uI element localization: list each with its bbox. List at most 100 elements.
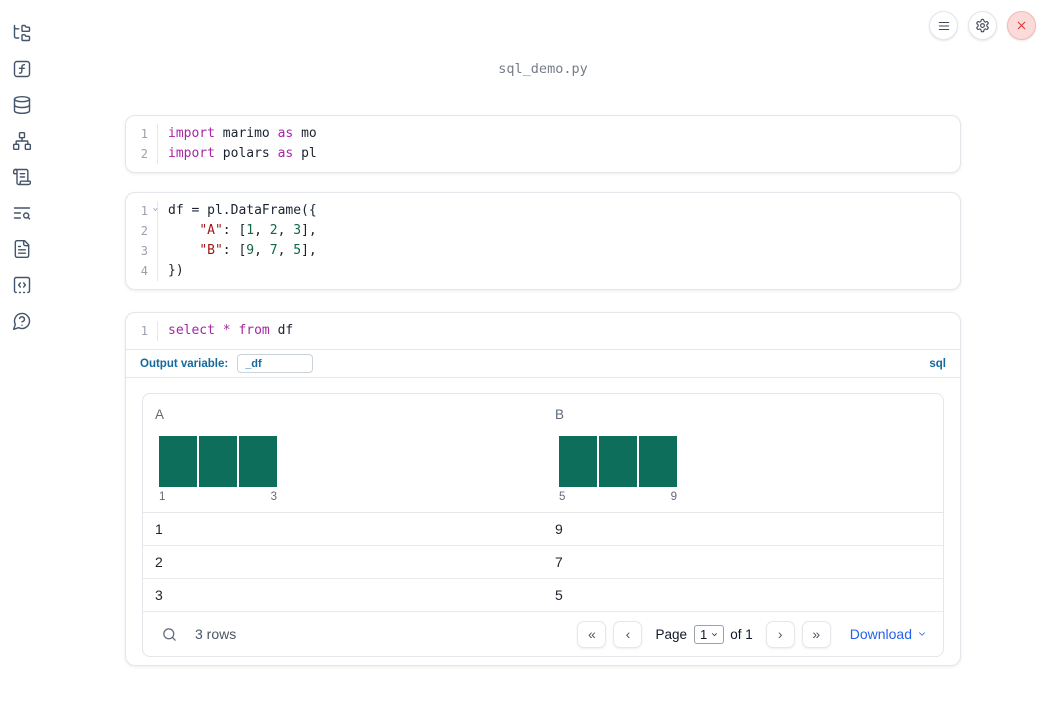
histogram-bar[interactable] (159, 436, 197, 487)
previous-page-button[interactable]: ‹ (613, 620, 643, 648)
histogram-bar[interactable] (239, 436, 277, 487)
table-row[interactable]: 2 7 (143, 546, 943, 579)
dataframe-table: A 1 3 B 5 9 (142, 393, 944, 657)
search-button[interactable] (159, 624, 179, 644)
line-number: 1 (126, 124, 158, 144)
page-select-value: 1 (699, 626, 708, 642)
table-cell: 7 (555, 554, 563, 570)
table-cell: 5 (555, 587, 563, 603)
code-cell-imports: 1 import marimo as mo 2 import polars as pl (125, 115, 961, 173)
table-row[interactable]: 1 9 (143, 513, 943, 546)
row-count: 3 rows (195, 626, 237, 642)
histogram-bar[interactable] (559, 436, 597, 487)
settings-button[interactable] (968, 11, 997, 40)
line-number: 4 (126, 261, 158, 281)
search-icon (162, 627, 176, 641)
output-variable-label: Output variable: (140, 357, 229, 370)
download-button[interactable]: Download (850, 626, 927, 642)
line-number: 2 (126, 144, 158, 164)
table-cell: 9 (555, 521, 563, 537)
code-text: import polars as pl (168, 146, 317, 161)
code-text: df = pl.DataFrame({ (168, 203, 317, 218)
language-badge: sql (929, 357, 946, 370)
table-cell: 3 (155, 587, 163, 603)
close-button[interactable] (1007, 11, 1036, 40)
histogram-bar[interactable] (199, 436, 237, 487)
help-question-icon[interactable] (12, 311, 32, 331)
gear-icon (976, 18, 989, 33)
code-text: select * from df (168, 323, 294, 338)
function-square-icon[interactable] (12, 59, 32, 79)
histogram-bar[interactable] (639, 436, 677, 487)
column-header[interactable]: B (555, 407, 565, 422)
table-cell: 2 (155, 554, 163, 570)
code-editor[interactable]: 1 import marimo as mo 2 import polars as pl (126, 116, 960, 172)
histogram-min-label: 1 (159, 491, 166, 503)
sidebar (0, 0, 44, 331)
histogram-max-label: 9 (670, 491, 677, 503)
histogram-axis-labels: 5 9 (559, 491, 677, 503)
chevrons-right-icon: » (812, 626, 821, 642)
dependency-graph-icon[interactable] (12, 131, 32, 151)
code-line[interactable]: 1 ⌄ df = pl.DataFrame({ (126, 201, 960, 221)
page-of-label: of 1 (730, 626, 753, 642)
histogram-axis-labels: 1 3 (159, 491, 277, 503)
scroll-logs-icon[interactable] (12, 167, 32, 187)
line-number: 2 (126, 221, 158, 241)
code-text: import marimo as mo (168, 126, 317, 141)
table-cell: 1 (155, 521, 163, 537)
menu-icon (938, 21, 949, 30)
pagination: « ‹ Page 1 of 1 › » Download (570, 620, 933, 648)
notebook-area: sql_demo.py 1 import marimo as mo 2 import … (125, 0, 961, 713)
last-page-button[interactable]: » (801, 620, 831, 648)
code-line[interactable]: 2 "A": [1, 2, 3], (126, 221, 960, 241)
histogram-min-label: 5 (559, 491, 566, 503)
chevron-down-icon (712, 632, 718, 636)
documentation-icon[interactable] (12, 239, 32, 259)
download-label: Download (849, 626, 912, 642)
next-page-button[interactable]: › (765, 620, 795, 648)
chevron-left-icon: ‹ (625, 626, 631, 642)
sql-cell: 1 select * from df Output variable: sql A… (125, 312, 961, 666)
chevrons-left-icon: « (588, 626, 596, 642)
notebook-filename: sql_demo.py (498, 61, 588, 77)
code-text: "B": [9, 7, 5], (199, 243, 317, 258)
database-icon[interactable] (12, 95, 32, 115)
line-number: 1 (126, 321, 158, 341)
histogram-bar[interactable] (599, 436, 637, 487)
menu-button[interactable] (929, 11, 958, 40)
page-select[interactable]: 1 (693, 624, 725, 644)
code-line[interactable]: 2 import polars as pl (126, 144, 960, 164)
close-icon (1017, 21, 1026, 30)
code-snippets-icon[interactable] (12, 275, 32, 295)
line-number: 1 ⌄ (126, 201, 158, 221)
code-line[interactable]: 1 select * from df (126, 321, 960, 341)
table-footer: 3 rows « ‹ Page 1 of 1 › » Downloa (143, 612, 943, 656)
text-search-icon[interactable] (12, 203, 32, 223)
line-number: 3 (126, 241, 158, 261)
file-tree-icon[interactable] (12, 23, 32, 43)
code-line[interactable]: 3 "B": [9, 7, 5], (126, 241, 960, 261)
table-row[interactable]: 3 5 (143, 579, 943, 612)
code-line[interactable]: 1 import marimo as mo (126, 124, 960, 144)
code-cell-dataframe: 1 ⌄ df = pl.DataFrame({2 "A": [1, 2, 3], 3 … (125, 192, 961, 290)
sql-code-editor[interactable]: 1 select * from df (126, 313, 960, 350)
histogram-max-label: 3 (270, 491, 277, 503)
output-variable-input[interactable] (237, 354, 314, 373)
sql-cell-toolbar: Output variable: sql (126, 350, 960, 378)
code-line[interactable]: 4}) (126, 261, 960, 281)
code-editor[interactable]: 1 ⌄ df = pl.DataFrame({2 "A": [1, 2, 3], 3 … (126, 193, 960, 289)
chevron-right-icon: › (777, 626, 783, 642)
cell-output-area: A 1 3 B 5 9 (126, 378, 960, 665)
code-text: "A": [1, 2, 3], (199, 223, 317, 238)
column-stats-B: B 5 9 (543, 394, 943, 512)
column-histogram (559, 436, 677, 487)
chevron-down-icon (919, 632, 925, 636)
page-label: Page (655, 626, 687, 642)
column-header[interactable]: A (155, 407, 165, 422)
code-text: }) (168, 263, 184, 278)
column-stats-row: A 1 3 B 5 9 (143, 394, 943, 513)
first-page-button[interactable]: « (577, 620, 607, 648)
topbar-controls (929, 11, 1036, 40)
fold-chevron-icon[interactable]: ⌄ (152, 203, 158, 213)
